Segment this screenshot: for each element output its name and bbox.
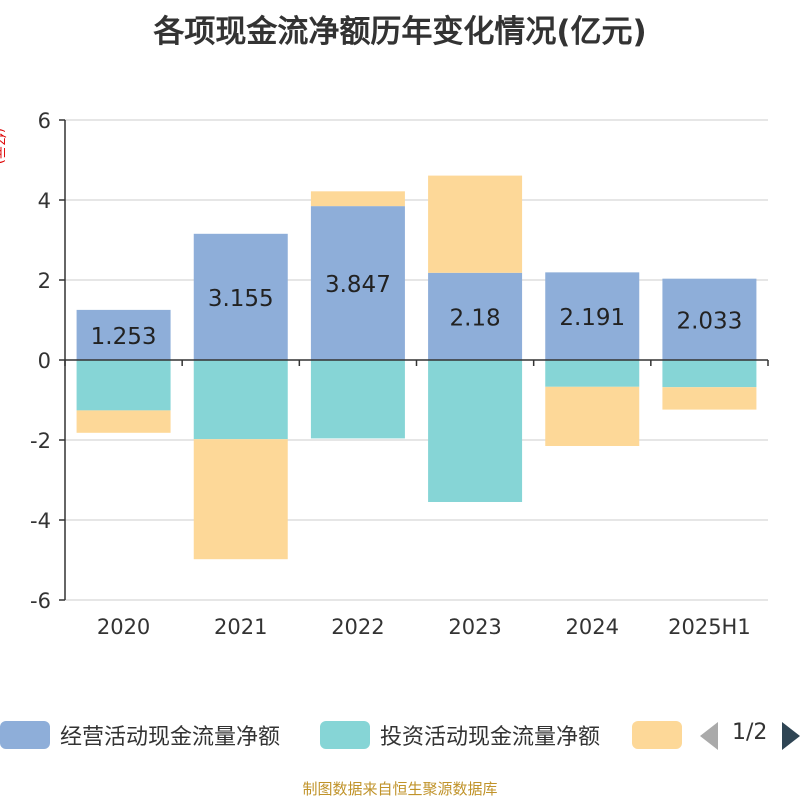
x-tick-label: 2022	[331, 615, 384, 639]
legend-item-financing[interactable]	[632, 716, 682, 754]
bar-investing-2024[interactable]	[545, 360, 640, 387]
bar-financing-2022[interactable]	[310, 191, 405, 207]
bar-value-label: 3.155	[208, 286, 274, 312]
y-tick-label: -6	[30, 589, 51, 613]
chart-title: 各项现金流净额历年变化情况(亿元)	[153, 14, 647, 50]
bar-value-label: 2.18	[449, 305, 500, 331]
bar-investing-2021[interactable]	[193, 360, 288, 440]
legend-label-investing: 投资活动现金流量净额	[380, 725, 601, 750]
y-tick-label: 2	[38, 269, 51, 293]
bar-operating-2024[interactable]	[545, 272, 640, 360]
legend-item-operating[interactable]: 经营活动现金流量净额	[0, 716, 280, 754]
legend-page-indicator: 1/2	[732, 720, 768, 745]
bar-investing-2025H1[interactable]	[662, 360, 757, 388]
y-tick-label: 0	[38, 349, 51, 373]
legend-swatch-operating	[0, 721, 50, 749]
bar-investing-2022[interactable]	[310, 360, 405, 439]
legend-prev-page-icon[interactable]	[700, 722, 718, 750]
legend-swatch-financing	[632, 721, 682, 749]
cashflow-bar-chart: 6 4 2 0 -2 -4 -6 2020 2021 2022 2023 2024 2025H1 1.2…	[30, 109, 769, 639]
x-tick-label: 2020	[97, 615, 150, 639]
y-tick-label: 6	[38, 109, 51, 133]
bars	[76, 175, 757, 560]
bar-investing-2020[interactable]	[76, 360, 171, 411]
data-labels: 1.253 3.155 3.847 2.18 2.191 2.033	[91, 272, 743, 350]
legend-swatch-investing	[320, 721, 370, 749]
x-tick-label: 2021	[214, 615, 267, 639]
bar-value-label: 2.191	[559, 305, 625, 331]
bar-value-label: 3.847	[325, 272, 391, 298]
bar-operating-2023[interactable]	[428, 272, 523, 360]
bar-financing-2021[interactable]	[193, 439, 288, 560]
bar-investing-2023[interactable]	[428, 360, 523, 502]
y-tick-label: -4	[30, 509, 51, 533]
bar-financing-2025H1[interactable]	[662, 387, 757, 410]
bar-financing-2024[interactable]	[545, 386, 640, 446]
legend-label-operating: 经营活动现金流量净额	[60, 725, 281, 750]
y-tick-label: 4	[38, 189, 51, 213]
bar-operating-2021[interactable]	[193, 233, 288, 360]
x-tick-label: 2024	[566, 615, 619, 639]
legend-next-page-icon[interactable]	[782, 722, 800, 750]
bar-operating-2025H1[interactable]	[662, 278, 757, 360]
legend: 经营活动现金流量净额 投资活动现金流量净额	[0, 716, 800, 754]
axes: 6 4 2 0 -2 -4 -6 2020 2021 2022 2023 2024 2025H1	[30, 109, 769, 639]
bar-value-label: 2.033	[676, 308, 742, 334]
bar-value-label: 1.253	[91, 324, 157, 350]
bar-operating-2020[interactable]	[76, 309, 171, 360]
legend-item-investing[interactable]: 投资活动现金流量净额	[320, 716, 600, 754]
legend-pager: 1/2	[700, 716, 800, 754]
x-tick-label: 2025H1	[668, 615, 751, 639]
data-source-note: 制图数据来自恒生聚源数据库	[302, 780, 498, 798]
x-tick-label: 2023	[448, 615, 501, 639]
y-tick-label: -2	[30, 429, 51, 453]
bar-operating-2022[interactable]	[310, 206, 405, 360]
bar-financing-2023[interactable]	[428, 175, 523, 273]
bar-financing-2020[interactable]	[76, 410, 171, 433]
